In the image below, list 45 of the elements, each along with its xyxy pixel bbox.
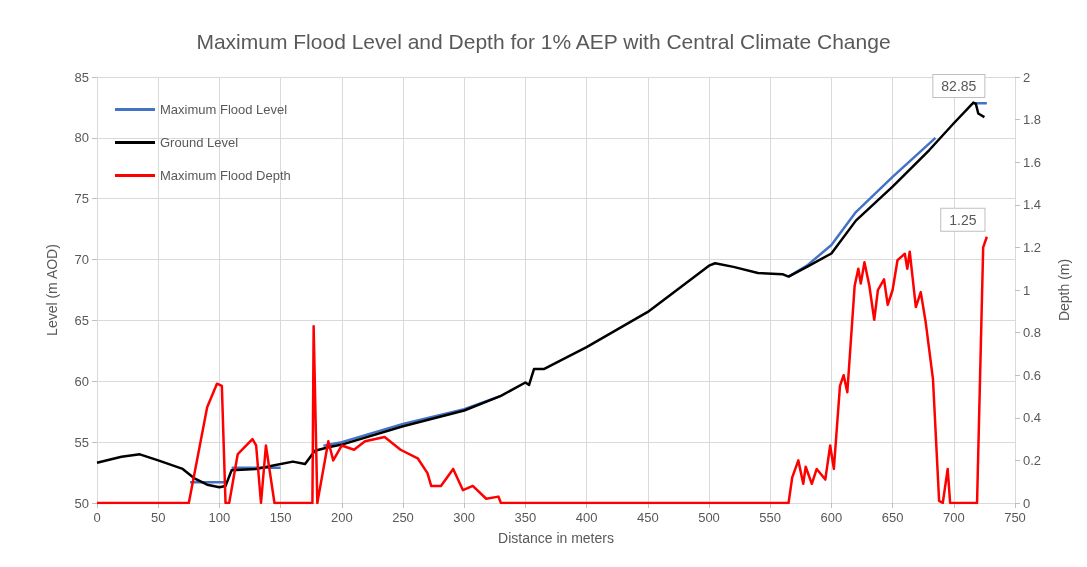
y2-tick-label: 1.6 <box>1023 154 1042 170</box>
y2-tick-label: 1.2 <box>1023 239 1042 255</box>
y-tick-label: 80 <box>74 130 89 146</box>
x-tick-label: 700 <box>942 510 965 525</box>
x-axis-title: Distance in meters <box>498 530 614 546</box>
y-tick-label: 55 <box>74 434 89 450</box>
x-tick-label: 450 <box>636 510 659 525</box>
legend-label: Ground Level <box>160 135 239 150</box>
x-tick-label: 200 <box>330 510 353 525</box>
y-tick-label: 85 <box>74 69 89 85</box>
x-tick-label: 650 <box>881 510 904 525</box>
x-tick-label: 300 <box>453 510 476 525</box>
chart-title: Maximum Flood Level and Depth for 1% AEP with Central Climate Change <box>196 30 891 53</box>
y2-tick-label: 0.2 <box>1023 452 1042 468</box>
y-tick-label: 60 <box>74 373 89 389</box>
x-tick-label: 400 <box>575 510 598 525</box>
x-tick-label: 500 <box>698 510 720 525</box>
y-tick-label: 70 <box>74 252 89 268</box>
x-tick-label: 150 <box>269 510 292 525</box>
x-tick-label: 0 <box>93 510 101 525</box>
data-label: 82.85 <box>941 78 977 95</box>
y-tick-label: 75 <box>74 191 89 207</box>
y-tick-label: 65 <box>74 312 89 328</box>
y2-axis-title: Depth (m) <box>1056 258 1072 322</box>
y2-tick-label: 0 <box>1023 495 1031 511</box>
x-tick-label: 750 <box>1004 510 1026 525</box>
y2-tick-label: 1 <box>1023 282 1031 298</box>
legend-label: Maximum Flood Level <box>160 102 288 117</box>
line-series <box>95 235 989 505</box>
x-tick-label: 250 <box>392 510 414 525</box>
x-tick-label: 600 <box>820 510 843 525</box>
y-tick-label: 50 <box>74 495 89 511</box>
y2-tick-label: 0.8 <box>1023 325 1042 341</box>
x-tick-label: 350 <box>514 510 537 525</box>
legend-label: Maximum Flood Depth <box>160 168 291 183</box>
y2-tick-label: 1.8 <box>1023 112 1042 128</box>
y2-tick-label: 1.4 <box>1023 197 1042 213</box>
x-tick-label: 100 <box>208 510 231 525</box>
data-label: 1.25 <box>949 211 977 228</box>
y-axis-title: Level (m AOD) <box>44 244 60 336</box>
y2-tick-label: 0.6 <box>1023 367 1042 383</box>
x-tick-label: 50 <box>150 510 166 525</box>
y2-tick-label: 0.4 <box>1023 410 1042 426</box>
y2-tick-label: 2 <box>1023 69 1031 85</box>
x-tick-label: 550 <box>759 510 782 525</box>
